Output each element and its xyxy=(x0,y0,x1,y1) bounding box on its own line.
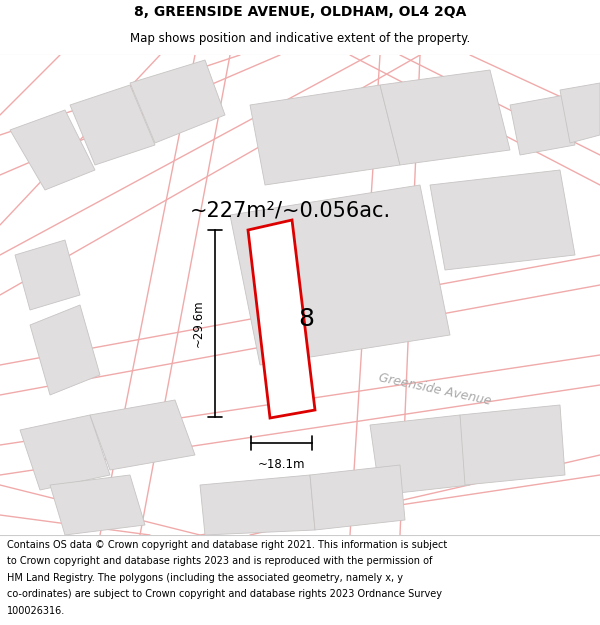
Polygon shape xyxy=(50,475,145,535)
Text: ~29.6m: ~29.6m xyxy=(192,299,205,348)
Polygon shape xyxy=(230,185,450,365)
Polygon shape xyxy=(70,85,155,165)
Polygon shape xyxy=(430,170,575,270)
Text: 100026316.: 100026316. xyxy=(7,606,65,616)
Text: ~227m²/~0.056ac.: ~227m²/~0.056ac. xyxy=(190,200,391,220)
Text: 8, GREENSIDE AVENUE, OLDHAM, OL4 2QA: 8, GREENSIDE AVENUE, OLDHAM, OL4 2QA xyxy=(134,5,466,19)
Polygon shape xyxy=(310,465,405,530)
Polygon shape xyxy=(460,405,565,485)
Polygon shape xyxy=(200,475,315,535)
Polygon shape xyxy=(560,83,600,143)
Text: 8: 8 xyxy=(298,308,314,331)
Polygon shape xyxy=(20,415,110,490)
Text: ~18.1m: ~18.1m xyxy=(258,458,305,471)
Polygon shape xyxy=(250,85,400,185)
Polygon shape xyxy=(380,70,510,165)
Text: to Crown copyright and database rights 2023 and is reproduced with the permissio: to Crown copyright and database rights 2… xyxy=(7,556,433,566)
Polygon shape xyxy=(510,95,575,155)
Polygon shape xyxy=(130,60,225,143)
Polygon shape xyxy=(370,415,470,495)
Polygon shape xyxy=(10,110,95,190)
Text: Map shows position and indicative extent of the property.: Map shows position and indicative extent… xyxy=(130,32,470,45)
Text: Greenside Avenue: Greenside Avenue xyxy=(377,372,493,408)
Polygon shape xyxy=(248,220,315,418)
Polygon shape xyxy=(15,240,80,310)
Text: co-ordinates) are subject to Crown copyright and database rights 2023 Ordnance S: co-ordinates) are subject to Crown copyr… xyxy=(7,589,442,599)
Polygon shape xyxy=(90,400,195,470)
Polygon shape xyxy=(30,305,100,395)
Text: Contains OS data © Crown copyright and database right 2021. This information is : Contains OS data © Crown copyright and d… xyxy=(7,539,448,549)
Text: HM Land Registry. The polygons (including the associated geometry, namely x, y: HM Land Registry. The polygons (includin… xyxy=(7,572,403,582)
